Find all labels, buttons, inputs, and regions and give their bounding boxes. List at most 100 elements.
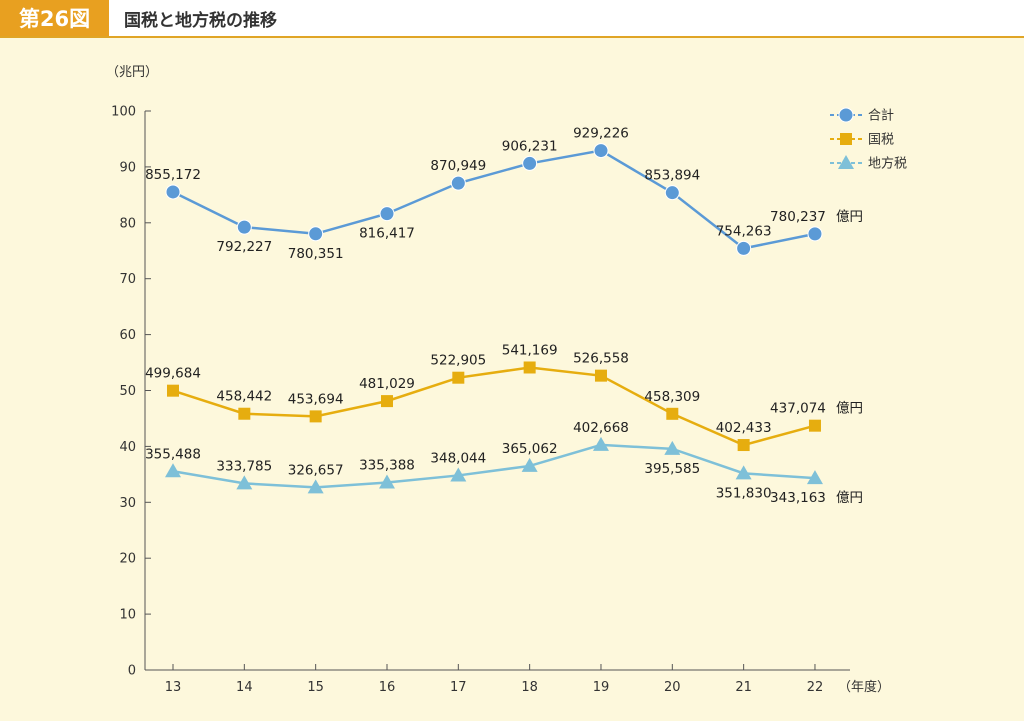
data-point-marker (664, 185, 680, 201)
data-label: 906,231 (502, 138, 558, 154)
data-label: 929,226 (573, 126, 629, 142)
data-label: 326,657 (288, 462, 344, 478)
data-point-marker (737, 439, 750, 452)
data-label: 541,169 (502, 342, 558, 358)
data-label: 335,388 (359, 458, 415, 474)
data-label: 355,488 (145, 446, 201, 462)
series-total: 855,172 792,227 780,351 816,417 870,949 906,2… (145, 126, 863, 262)
chart-axes: 0 10 20 30 40 50 60 70 80 90 100 13 14 15 16 17 18 19 20 21… (111, 105, 850, 695)
data-point-marker (450, 175, 466, 191)
y-axis-unit-label: （兆円） (106, 65, 158, 80)
y-tick-label: 30 (119, 496, 136, 511)
series-local-tax: 355,488 333,785 326,657 335,388 348,044 365,0… (145, 420, 863, 506)
data-point-marker (594, 369, 607, 382)
y-tick-label: 40 (119, 440, 136, 455)
data-label: 395,585 (644, 461, 700, 477)
data-label: 351,830 (716, 485, 772, 501)
legend-label: 地方税 (868, 156, 907, 172)
data-label: 458,309 (644, 389, 700, 405)
x-tick-label: 14 (236, 680, 253, 695)
data-point-marker (735, 465, 752, 480)
data-point-marker (238, 407, 251, 420)
data-point-marker (167, 384, 179, 397)
data-label: 855,172 (145, 167, 201, 183)
data-label: 754,263 (716, 223, 772, 239)
data-label: 402,668 (573, 420, 629, 436)
y-tick-label: 60 (119, 328, 136, 343)
x-tick-label: 18 (521, 680, 538, 695)
data-point-marker (380, 395, 393, 408)
data-label: 365,062 (502, 441, 558, 457)
series-national-tax: 499,684 458,442 453,694 481,029 522,905 541,1… (145, 342, 863, 452)
y-tick-label: 0 (128, 664, 136, 679)
x-tick-label: 21 (735, 680, 752, 695)
series-line (172, 443, 816, 489)
data-point-marker (308, 226, 324, 242)
plot-area: 855,172 792,227 780,351 816,417 870,949 906,2… (145, 126, 863, 507)
data-point-marker (236, 219, 252, 235)
data-point-marker (307, 479, 324, 494)
figure-header (0, 0, 1024, 36)
data-point-marker (666, 407, 679, 420)
legend-marker (840, 133, 852, 145)
legend-label: 合計 (868, 108, 894, 124)
y-tick-label: 80 (119, 216, 136, 231)
data-point-marker (736, 240, 752, 256)
x-tick-label: 13 (165, 680, 182, 695)
data-label: 522,905 (430, 353, 486, 369)
unit-suffix-label: 億円 (836, 490, 863, 506)
x-tick-label: 16 (379, 680, 396, 695)
x-tick-label: 19 (593, 680, 610, 695)
data-point-marker (450, 467, 467, 482)
data-label: 792,227 (216, 239, 272, 255)
data-label: 481,029 (359, 376, 415, 392)
legend-item: 合計 (830, 107, 894, 124)
x-axis-unit-label: （年度） (838, 679, 890, 695)
data-label: 402,433 (716, 420, 772, 436)
figure-title: 国税と地方税の推移 (124, 10, 277, 31)
x-tick-label: 22 (807, 680, 824, 695)
data-point-marker (165, 184, 181, 200)
series-line (172, 366, 816, 447)
x-tick-label: 15 (307, 680, 324, 695)
x-tick-label: 17 (450, 680, 467, 695)
x-tick-label: 20 (664, 680, 681, 695)
header-rule (0, 36, 1024, 38)
figure-number-badge: 第26図 (0, 0, 109, 36)
data-label: 437,074 (770, 401, 826, 417)
y-tick-label: 90 (119, 160, 136, 175)
y-tick-label: 10 (119, 608, 136, 623)
data-label: 780,237 (770, 209, 826, 225)
data-label: 458,442 (216, 389, 272, 405)
data-label: 816,417 (359, 226, 415, 242)
data-point-marker (807, 226, 823, 242)
legend-marker (838, 155, 854, 169)
data-point-marker (309, 410, 322, 423)
data-point-marker (378, 474, 395, 489)
unit-suffix-label: 億円 (836, 209, 863, 225)
series-line (172, 149, 816, 250)
data-label: 333,785 (216, 458, 272, 474)
data-label: 780,351 (288, 246, 344, 262)
data-label: 453,694 (288, 391, 344, 407)
y-tick-label: 100 (111, 105, 136, 120)
data-point-marker (522, 155, 538, 171)
data-label: 853,894 (644, 168, 700, 184)
data-point-marker (592, 436, 609, 451)
data-label: 499,684 (145, 366, 201, 382)
legend-label: 国税 (868, 133, 894, 148)
data-point-marker (664, 440, 681, 455)
unit-suffix-label: 億円 (836, 401, 863, 417)
data-label: 343,163 (770, 490, 826, 506)
data-point-marker (165, 463, 181, 478)
y-tick-label: 50 (119, 384, 136, 399)
legend-marker (838, 107, 854, 123)
data-point-marker (379, 206, 395, 222)
data-point-marker (521, 457, 538, 472)
y-tick-label: 20 (119, 552, 136, 567)
data-point-marker (593, 143, 609, 159)
legend-item: 国税 (830, 133, 894, 148)
y-tick-label: 70 (119, 272, 136, 287)
